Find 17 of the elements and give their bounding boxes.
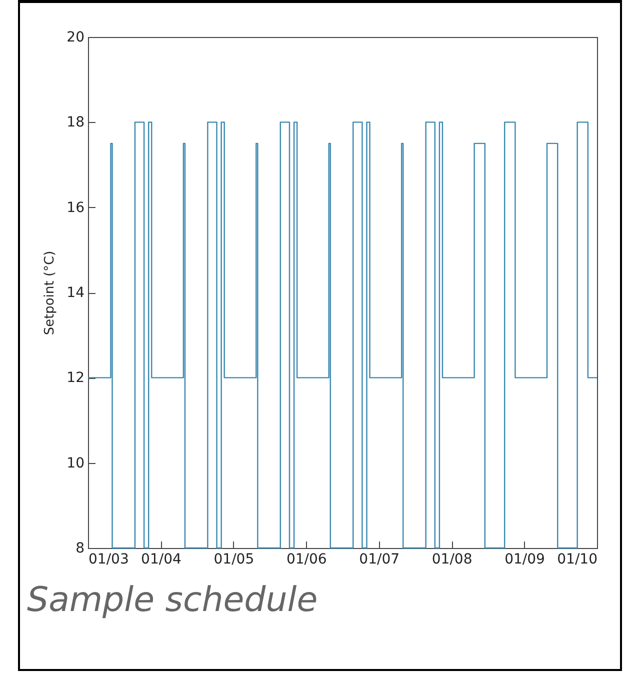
y-axis-title: Setpoint (°C): [42, 250, 58, 336]
x-tick-label: 01/06: [286, 552, 327, 568]
x-tick-label: 01/07: [359, 552, 400, 568]
y-tick-label: 8: [76, 540, 84, 556]
x-tick-label: 01/03: [88, 552, 129, 568]
y-tick-label: 18: [66, 114, 84, 131]
x-tick-label: 01/05: [214, 552, 254, 568]
text: Sample schedule: [27, 580, 318, 620]
x-tick-label: 01/10: [557, 552, 598, 568]
x-tick-label: 01/04: [141, 552, 182, 568]
y-tick-label: 16: [66, 200, 85, 216]
y-tick-label: 14: [66, 285, 85, 301]
x-tick-label: 01/08: [432, 552, 472, 568]
y-tick-label: 12: [66, 370, 84, 386]
y-tick-label: 10: [66, 455, 84, 472]
y-tick-label: 20: [66, 30, 84, 46]
x-tick-label: 01/09: [504, 552, 545, 568]
